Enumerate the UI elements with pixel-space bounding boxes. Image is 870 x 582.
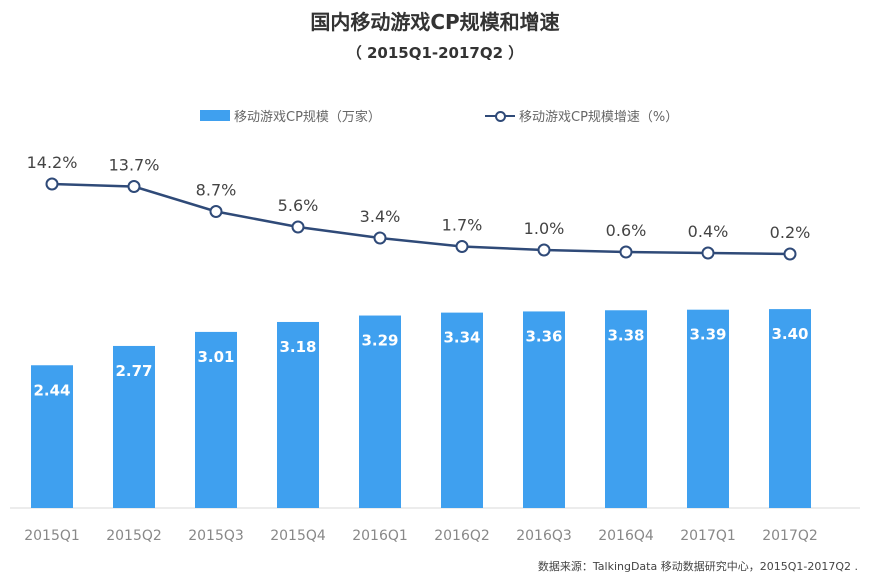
legend-line-swatch (485, 110, 515, 122)
x-tick-label: 2015Q1 (24, 528, 80, 544)
bar-value-label: 3.18 (279, 338, 316, 356)
growth-point (373, 231, 387, 245)
x-tick-label: 2016Q3 (516, 528, 572, 544)
x-tick-label: 2017Q2 (762, 528, 818, 544)
growth-point (209, 205, 223, 218)
legend-bar-swatch (200, 110, 230, 121)
legend-line-label: 移动游戏CP规模增速（%） (519, 110, 679, 125)
x-tick-label: 2016Q1 (352, 528, 408, 544)
bar-value-label: 3.36 (525, 327, 562, 345)
x-tick-label: 2015Q2 (106, 528, 162, 544)
growth-point (455, 240, 469, 253)
bar (31, 365, 73, 508)
growth-point (291, 220, 305, 234)
bar-value-label: 3.34 (443, 329, 480, 347)
growth-point (45, 177, 59, 191)
growth-point (127, 180, 141, 193)
x-tick-label: 2017Q1 (680, 528, 736, 544)
bar (195, 331, 237, 508)
bar (441, 312, 483, 508)
growth-value-label: 1.7% (442, 216, 483, 235)
bar (113, 345, 155, 508)
growth-value-label: 0.4% (688, 222, 729, 241)
chart-subtitle: （ 2015Q1-2017Q2 ） (346, 44, 524, 62)
bar-value-label: 3.38 (607, 326, 644, 344)
growth-value-label: 14.2% (27, 153, 78, 172)
growth-value-label: 0.2% (770, 223, 811, 242)
legend-bar-label: 移动游戏CP规模（万家） (234, 110, 381, 125)
bar-value-label: 3.01 (197, 348, 234, 366)
growth-value-label: 13.7% (109, 156, 160, 175)
bar-value-label: 2.77 (115, 362, 152, 380)
bar (359, 315, 401, 508)
growth-value-label: 5.6% (278, 196, 319, 215)
legend-item-line: 移动游戏CP规模增速（%） (485, 106, 678, 125)
legend-item-bar: 移动游戏CP规模（万家） (200, 106, 381, 125)
bar (769, 309, 811, 508)
x-tick-label: 2016Q4 (598, 528, 654, 544)
bar-value-label: 2.44 (33, 381, 70, 399)
growth-line (51, 182, 791, 256)
growth-point (537, 243, 551, 257)
growth-point (701, 246, 715, 260)
growth-value-label: 1.0% (524, 219, 565, 238)
bar (605, 310, 647, 508)
x-tick-label: 2016Q2 (434, 528, 490, 544)
bar-value-label: 3.40 (771, 325, 808, 343)
bar (687, 309, 729, 508)
growth-point (619, 245, 633, 259)
chart-title: 国内移动游戏CP规模和增速 (310, 10, 560, 34)
growth-value-label: 0.6% (606, 221, 647, 240)
bar (523, 311, 565, 508)
x-tick-label: 2015Q4 (270, 528, 326, 544)
growth-value-label: 8.7% (196, 181, 237, 200)
source-note: 数据来源：TalkingData 移动数据研究中心，2015Q1-2017Q2 … (537, 560, 858, 573)
growth-point (783, 247, 797, 261)
bar (277, 321, 319, 508)
growth-value-label: 3.4% (360, 207, 401, 226)
bar-value-label: 3.29 (361, 332, 398, 350)
bar-value-label: 3.39 (689, 326, 726, 344)
x-tick-label: 2015Q3 (188, 528, 244, 544)
